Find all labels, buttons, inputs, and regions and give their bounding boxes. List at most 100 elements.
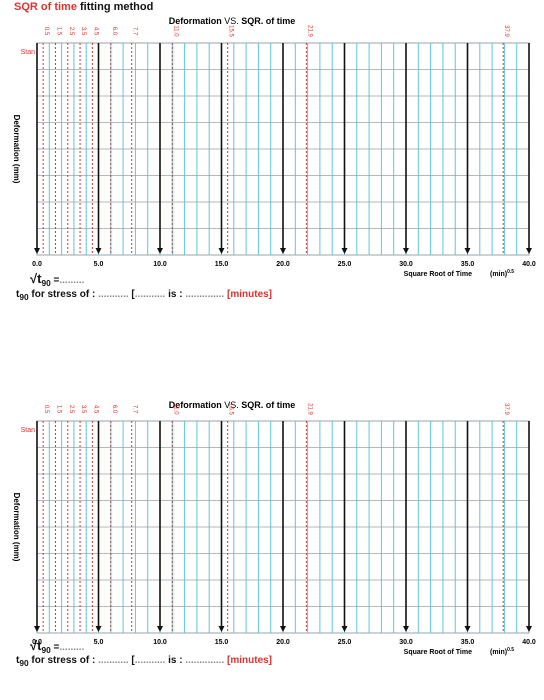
red-time-label: 1.5 — [55, 405, 61, 414]
time-arrow-head — [341, 626, 348, 632]
chart-title-suffix: SQR. of time — [241, 16, 295, 26]
red-time-label: 6.0 — [111, 27, 117, 36]
chart-title-suffix: SQR. of time — [241, 400, 295, 410]
red-time-label: 21.9 — [306, 25, 312, 37]
sqrt-eq: = — [53, 642, 60, 653]
sqrt-symbol: √t — [30, 271, 42, 286]
red-time-label: 2.5 — [68, 405, 74, 414]
time-arrow-head — [280, 626, 286, 632]
t90-dots-1: ........... — [95, 655, 132, 666]
chart-title: Deformation VS. SQR. of time — [169, 400, 296, 410]
chart-title-vs: VS. — [224, 16, 241, 26]
sqrt-dots: ......... — [59, 642, 85, 653]
red-time-label: 11.0 — [172, 25, 178, 37]
sqrt-dots: ......... — [59, 275, 85, 286]
header-red-text: SQR of time — [14, 1, 77, 13]
sqrt-sub: 90 — [41, 278, 51, 288]
t90-dots-3: .............. — [182, 289, 228, 300]
y-axis-label: Deformation (mm) — [12, 493, 21, 562]
red-time-label: 1.5 — [55, 27, 61, 36]
t90-dots-3: .............. — [182, 655, 228, 666]
y-axis-label: Deformation (mm) — [12, 115, 21, 184]
t90-line-2: t90 for stress of : ........... [.......… — [16, 655, 272, 668]
red-time-label: 3.5 — [80, 405, 86, 414]
x-tick-label: 30.0 — [399, 639, 413, 646]
chart-title-prefix: Deformation — [169, 16, 225, 26]
red-time-label: 0.5 — [43, 405, 49, 414]
time-arrow-head — [95, 626, 102, 632]
time-arrow-head — [280, 248, 286, 254]
page-header: SQR of time fitting method — [14, 1, 153, 13]
x-axis-unit: (min)0.5 — [490, 647, 514, 656]
sqrt-symbol: √t — [30, 638, 42, 653]
t90-line-1: t90 for stress of : ........... [.......… — [16, 289, 272, 302]
chart-panel-2: Deformation VS. SQR. of time 0.5 1.5 2.5 3.5… — [0, 378, 544, 700]
start-label: Stan — [21, 49, 36, 56]
x-tick-label: 40.0 — [522, 261, 536, 268]
time-arrow-head — [34, 626, 40, 632]
x-tick-label: 10.0 — [153, 639, 167, 646]
header-black-text: fitting method — [80, 1, 154, 13]
red-time-label: 37.9 — [503, 25, 509, 37]
x-tick-label: 15.0 — [215, 261, 229, 268]
x-tick-label: 25.0 — [338, 639, 352, 646]
time-arrow-head — [464, 626, 471, 632]
red-time-label: 11.0 — [172, 403, 178, 415]
sqrt-sub: 90 — [41, 645, 51, 655]
x-axis-unit-exponent: 0.5 — [507, 647, 514, 653]
x-axis-unit-exponent: 0.5 — [507, 269, 514, 275]
red-time-label: 7.7 — [132, 405, 138, 414]
t90-prefix: t — [16, 289, 20, 300]
x-tick-label: 20.0 — [276, 639, 290, 646]
t90-dots-2: ........... — [134, 289, 166, 300]
x-tick-label: 40.0 — [522, 639, 536, 646]
t90-text: for stress of : — [28, 655, 96, 666]
x-axis-label: Square Root of Time — [404, 271, 472, 278]
time-arrow-head — [526, 626, 532, 632]
t90-bracket: [ — [131, 289, 135, 300]
red-time-label: 7.7 — [132, 27, 138, 36]
red-time-label: 15.5 — [228, 25, 234, 37]
t90-is: is : — [168, 289, 183, 300]
t90-minutes: [minutes] — [227, 289, 273, 300]
t90-is: is : — [168, 655, 183, 666]
time-arrow-head — [403, 626, 409, 632]
chart-panel-1: Deformation VS. SQR. of time 0.5 1.5 2.5 3.5… — [0, 0, 544, 330]
chart-title: Deformation VS. SQR. of time — [169, 16, 296, 26]
deformation-chart-2: Deformation VS. SQR. of time 0.5 1.5 2.5 3.5… — [12, 400, 536, 656]
time-arrow-head — [403, 248, 409, 254]
x-tick-label: 35.0 — [461, 261, 475, 268]
x-tick-label: 10.0 — [153, 261, 167, 268]
x-tick-label: 35.0 — [461, 639, 475, 646]
time-arrow-head — [157, 626, 163, 632]
t90-sub: 90 — [19, 292, 29, 302]
t90-bracket: [ — [131, 655, 135, 666]
x-tick-label: 5.0 — [94, 639, 104, 646]
x-tick-label: 30.0 — [399, 261, 413, 268]
x-tick-label: 15.0 — [215, 639, 229, 646]
red-time-label: 2.5 — [68, 27, 74, 36]
red-time-label: 15.5 — [228, 403, 234, 415]
chart-title-vs: VS. — [224, 400, 241, 410]
start-label: Stan — [21, 427, 36, 434]
t90-dots-1: ........... — [95, 289, 132, 300]
chart-title-prefix: Deformation — [169, 400, 225, 410]
x-tick-label: 0.0 — [32, 261, 42, 268]
x-axis-label: Square Root of Time — [404, 649, 472, 656]
t90-minutes: [minutes] — [227, 655, 273, 666]
red-time-label: 4.5 — [92, 27, 98, 36]
t90-sub: 90 — [19, 658, 29, 668]
sqrt-t90-line-1: √t90 =......... — [30, 271, 84, 288]
red-time-label: 4.5 — [92, 405, 98, 414]
t90-text: for stress of : — [28, 289, 96, 300]
x-tick-label: 5.0 — [94, 261, 104, 268]
sqrt-t90-line-2: √t90 =......... — [30, 638, 84, 655]
red-time-label: 3.5 — [80, 27, 86, 36]
red-time-label: 37.9 — [503, 403, 509, 415]
red-time-label: 0.5 — [43, 27, 49, 36]
t90-dots-2: ........... — [134, 655, 166, 666]
t90-prefix: t — [16, 655, 20, 666]
time-arrow-head — [464, 248, 471, 254]
time-arrow-head — [526, 248, 532, 254]
x-tick-label: 25.0 — [338, 261, 352, 268]
